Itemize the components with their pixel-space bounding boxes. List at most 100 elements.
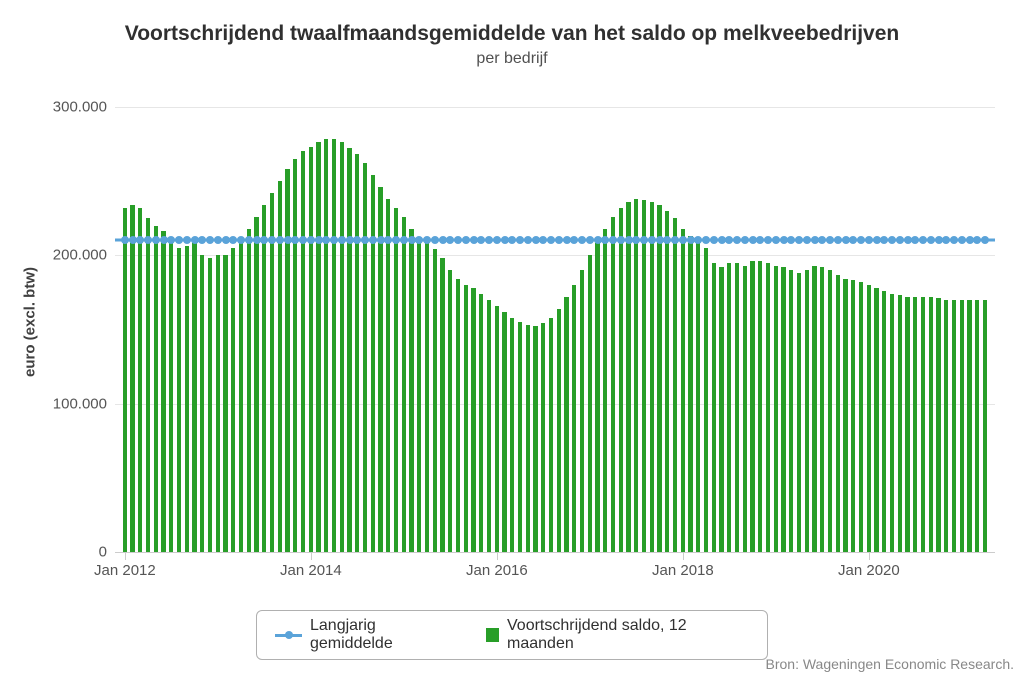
bar: [138, 208, 142, 552]
bar: [696, 242, 700, 552]
bar: [316, 142, 320, 552]
bar: [595, 243, 599, 552]
bar: [836, 275, 840, 552]
bar: [130, 205, 134, 552]
bar: [882, 291, 886, 552]
bar: [541, 323, 545, 552]
bar: [309, 147, 313, 552]
bar: [564, 297, 568, 552]
bar: [929, 297, 933, 552]
bar: [223, 255, 227, 552]
bar: [471, 288, 475, 552]
bar: [936, 298, 940, 552]
bar: [526, 325, 530, 552]
bar: [169, 243, 173, 552]
bar: [200, 255, 204, 552]
xtick-label: Jan 2018: [652, 552, 714, 579]
bar: [735, 263, 739, 552]
bar: [146, 218, 150, 552]
bar: [944, 300, 948, 552]
bar: [843, 279, 847, 552]
bar: [712, 263, 716, 552]
bar: [750, 261, 754, 552]
bar: [533, 326, 537, 552]
bar: [495, 306, 499, 552]
bar: [402, 217, 406, 552]
bar: [386, 199, 390, 552]
bar: [409, 229, 413, 552]
bar: [921, 297, 925, 552]
bar: [634, 199, 638, 552]
bar: [805, 270, 809, 552]
bar: [758, 261, 762, 552]
bar: [371, 175, 375, 552]
bar: [688, 236, 692, 552]
bar: [440, 258, 444, 552]
bar: [324, 139, 328, 552]
bar: [580, 270, 584, 552]
bar: [626, 202, 630, 552]
bar: [603, 229, 607, 552]
chart-container: Voortschrijdend twaalfmaandsgemiddelde v…: [0, 0, 1024, 683]
legend-square-swatch: [486, 628, 500, 642]
bar: [611, 217, 615, 552]
ytick-label: 300.000: [53, 98, 115, 115]
bar: [642, 200, 646, 552]
xtick-label: Jan 2016: [466, 552, 528, 579]
bar: [828, 270, 832, 552]
bar: [231, 248, 235, 552]
bar: [812, 266, 816, 552]
bar: [719, 267, 723, 552]
bar: [518, 322, 522, 552]
legend-line-dot: [285, 631, 293, 639]
bar: [216, 255, 220, 552]
bar: [285, 169, 289, 552]
bar: [464, 285, 468, 552]
bar: [890, 294, 894, 552]
bar: [851, 280, 855, 552]
bar: [456, 279, 460, 552]
xtick-label: Jan 2020: [838, 552, 900, 579]
bar: [975, 300, 979, 552]
bar: [673, 218, 677, 552]
average-line-marker: [981, 236, 989, 244]
bar: [619, 208, 623, 552]
xtick-label: Jan 2014: [280, 552, 342, 579]
bar: [487, 300, 491, 552]
bar: [588, 255, 592, 552]
bar: [154, 226, 158, 552]
bar: [502, 312, 506, 552]
bar: [727, 263, 731, 552]
bar: [665, 211, 669, 552]
yaxis-title: euro (excl. btw): [22, 267, 39, 377]
bar: [417, 237, 421, 552]
bar: [905, 297, 909, 552]
bar: [123, 208, 127, 552]
bar: [967, 300, 971, 552]
plot-area: 0100.000200.000300.000Jan 2012Jan 2014Ja…: [115, 92, 995, 552]
bar: [479, 294, 483, 552]
bar: [425, 243, 429, 552]
bar: [301, 151, 305, 552]
bar: [859, 282, 863, 552]
legend-item: Langjarig gemiddelde: [275, 617, 458, 653]
source-attribution: Bron: Wageningen Economic Research.: [766, 656, 1015, 672]
legend-line-swatch: [275, 634, 302, 637]
bar: [789, 270, 793, 552]
bar: [572, 285, 576, 552]
bar: [293, 159, 297, 552]
legend: Langjarig gemiddelde Voortschrijdend sald…: [256, 610, 768, 660]
bar: [192, 240, 196, 552]
bar: [797, 273, 801, 552]
bar: [650, 202, 654, 552]
legend-item: Voortschrijdend saldo, 12 maanden: [486, 617, 749, 653]
bar: [448, 270, 452, 552]
bar: [820, 267, 824, 552]
ytick-label: 200.000: [53, 247, 115, 264]
bar: [239, 237, 243, 552]
bar: [681, 229, 685, 552]
bar: [898, 295, 902, 552]
bar: [960, 300, 964, 552]
chart-subtitle: per bedrijf: [0, 50, 1024, 68]
ytick-label: 100.000: [53, 395, 115, 412]
